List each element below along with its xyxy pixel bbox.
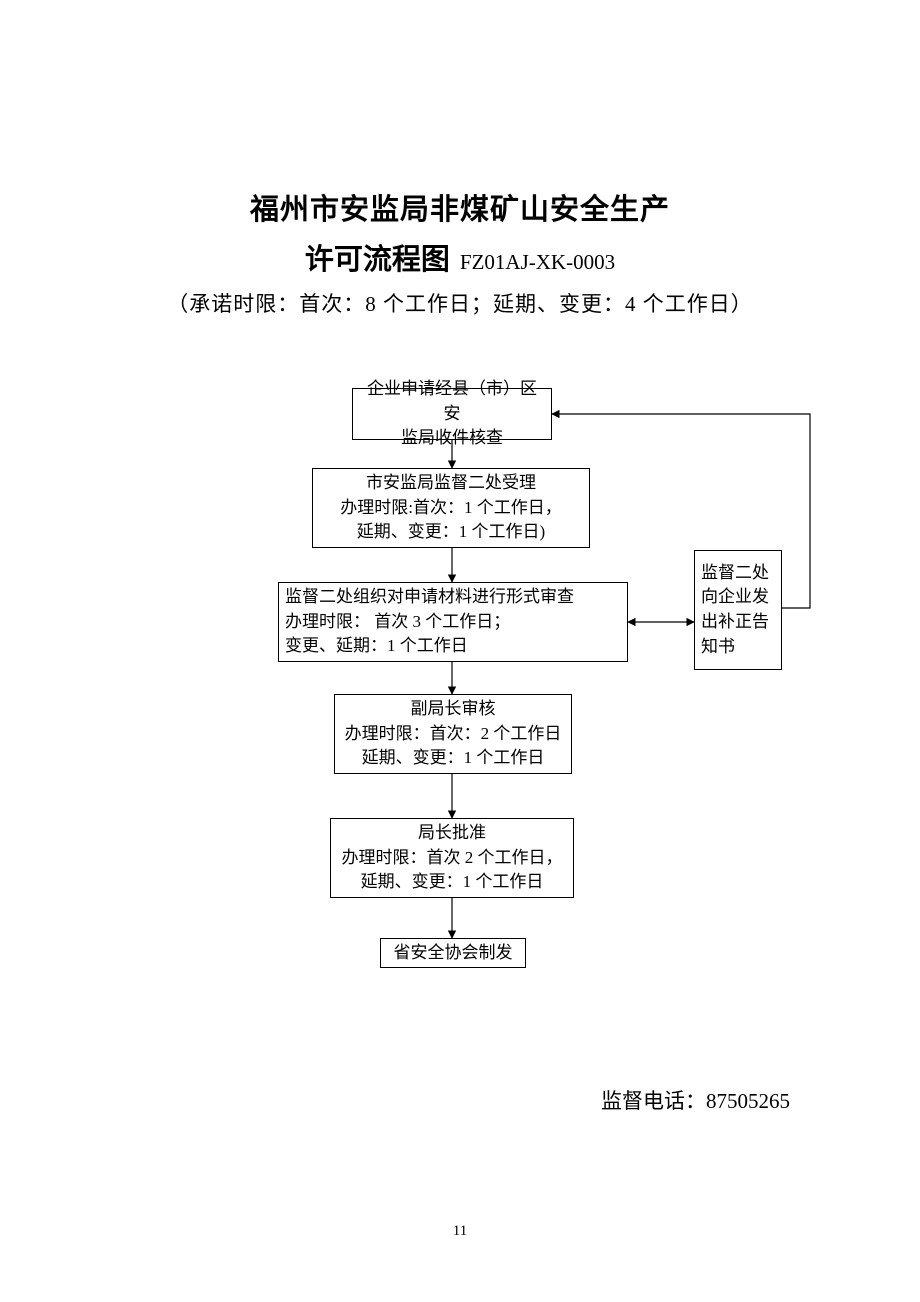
- flow-node-n4: 副局长审核办理时限：首次：2 个工作日延期、变更：1 个工作日: [334, 694, 572, 774]
- flow-node-n3: 监督二处组织对申请材料进行形式审查办理时限： 首次 3 个工作日；变更、延期：1…: [278, 582, 628, 662]
- flow-node-n5: 局长批准办理时限：首次 2 个工作日，延期、变更：1 个工作日: [330, 818, 574, 898]
- flow-node-side: 监督二处向企业发出补正告知书: [694, 550, 782, 670]
- flow-node-n2: 市安监局监督二处受理办理时限:首次：1 个工作日，延期、变更：1 个工作日): [312, 468, 590, 548]
- flow-node-n1: 企业申请经县（市）区安监局收件核查: [352, 388, 552, 440]
- flow-node-n6: 省安全协会制发: [380, 938, 526, 968]
- page-number: 11: [0, 1223, 920, 1240]
- footer-phone: 监督电话：87505265: [601, 1085, 790, 1115]
